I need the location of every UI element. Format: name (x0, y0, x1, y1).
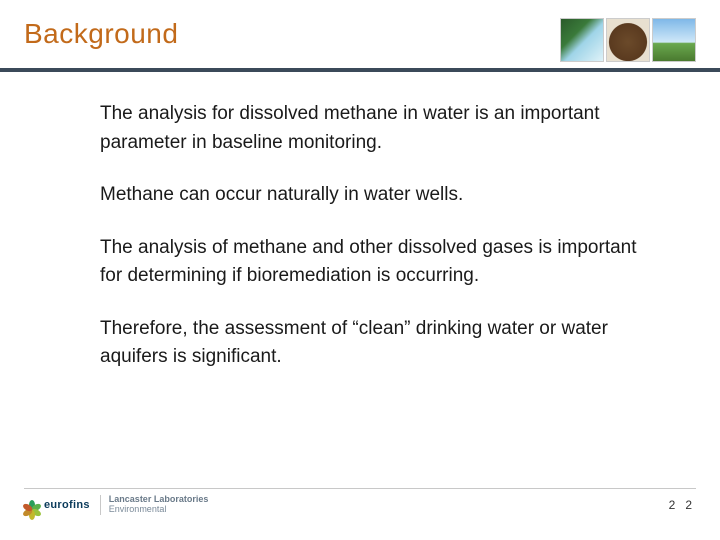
page-number: 2 (685, 498, 692, 512)
footer-divider (24, 488, 696, 489)
header-thumb-soil (606, 18, 650, 62)
header-row: Background (0, 0, 720, 62)
page-number: 2 (669, 498, 676, 512)
logo-flower-icon (24, 497, 40, 513)
footer-left: eurofins Lancaster Laboratories Environm… (24, 495, 208, 515)
paragraph: The analysis of methane and other dissol… (100, 234, 656, 291)
eurofins-logo: eurofins (24, 497, 90, 513)
header-image-strip (560, 18, 696, 62)
lab-line2: Environmental (109, 505, 209, 515)
footer-inner: eurofins Lancaster Laboratories Environm… (0, 495, 720, 515)
logo-text: eurofins (44, 499, 90, 511)
paragraph: Therefore, the assessment of “clean” dri… (100, 315, 656, 372)
footer: eurofins Lancaster Laboratories Environm… (0, 488, 720, 528)
page-numbers: 2 2 (669, 498, 696, 512)
header-thumb-water (560, 18, 604, 62)
paragraph: The analysis for dissolved methane in wa… (100, 100, 656, 157)
lab-name-block: Lancaster Laboratories Environmental (100, 495, 209, 515)
header-thumb-sky (652, 18, 696, 62)
slide-title: Background (24, 18, 178, 50)
body: The analysis for dissolved methane in wa… (0, 72, 720, 372)
slide: Background The analysis for dissolved me… (0, 0, 720, 540)
paragraph: Methane can occur naturally in water wel… (100, 181, 656, 210)
